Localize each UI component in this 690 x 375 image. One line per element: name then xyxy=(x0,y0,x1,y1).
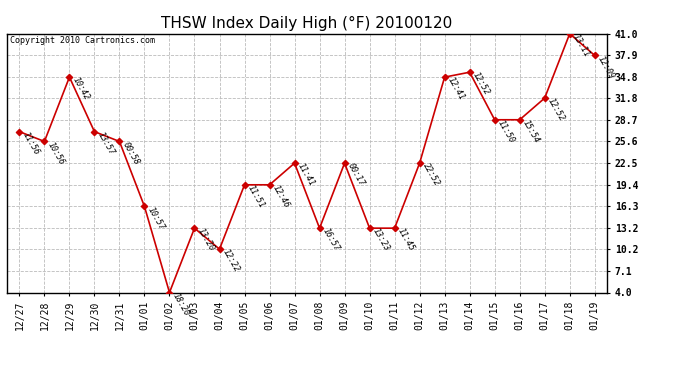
Text: 22:52: 22:52 xyxy=(421,162,442,188)
Point xyxy=(89,129,100,135)
Text: 18:20: 18:20 xyxy=(171,291,191,317)
Text: 12:46: 12:46 xyxy=(271,183,291,210)
Point xyxy=(139,204,150,210)
Text: 11:45: 11:45 xyxy=(396,227,416,253)
Text: 12:41: 12:41 xyxy=(446,76,466,102)
Text: 00:58: 00:58 xyxy=(121,140,141,166)
Text: 12:22: 12:22 xyxy=(221,248,242,274)
Point xyxy=(264,182,275,188)
Title: THSW Index Daily High (°F) 20100120: THSW Index Daily High (°F) 20100120 xyxy=(161,16,453,31)
Point xyxy=(514,117,525,123)
Text: 13:57: 13:57 xyxy=(96,130,116,156)
Text: 11:56: 11:56 xyxy=(21,130,41,156)
Point xyxy=(439,74,450,80)
Point xyxy=(39,138,50,144)
Point xyxy=(189,225,200,231)
Text: 13:23: 13:23 xyxy=(371,227,391,253)
Text: 15:54: 15:54 xyxy=(521,118,542,144)
Text: 11:41: 11:41 xyxy=(296,162,316,188)
Text: 00:17: 00:17 xyxy=(346,162,366,188)
Text: Copyright 2010 Cartronics.com: Copyright 2010 Cartronics.com xyxy=(10,36,155,45)
Point xyxy=(589,53,600,58)
Text: 10:57: 10:57 xyxy=(146,205,166,231)
Point xyxy=(489,117,500,123)
Text: 12:52: 12:52 xyxy=(546,97,566,123)
Point xyxy=(289,160,300,166)
Point xyxy=(414,160,425,166)
Text: 13:20: 13:20 xyxy=(196,227,216,253)
Point xyxy=(539,95,550,101)
Text: 11:51: 11:51 xyxy=(246,183,266,210)
Point xyxy=(314,225,325,231)
Point xyxy=(214,246,225,252)
Point xyxy=(114,138,125,144)
Text: 11:50: 11:50 xyxy=(496,118,516,144)
Text: 12:52: 12:52 xyxy=(471,71,491,97)
Point xyxy=(364,225,375,231)
Text: 10:56: 10:56 xyxy=(46,140,66,166)
Text: 16:57: 16:57 xyxy=(321,227,342,253)
Point xyxy=(464,69,475,75)
Point xyxy=(389,225,400,231)
Text: 12:09: 12:09 xyxy=(596,54,616,80)
Point xyxy=(64,74,75,80)
Point xyxy=(339,160,350,166)
Point xyxy=(239,182,250,188)
Point xyxy=(564,31,575,37)
Point xyxy=(164,290,175,296)
Text: 10:42: 10:42 xyxy=(71,76,91,102)
Point xyxy=(14,129,25,135)
Text: 13:11: 13:11 xyxy=(571,32,591,58)
